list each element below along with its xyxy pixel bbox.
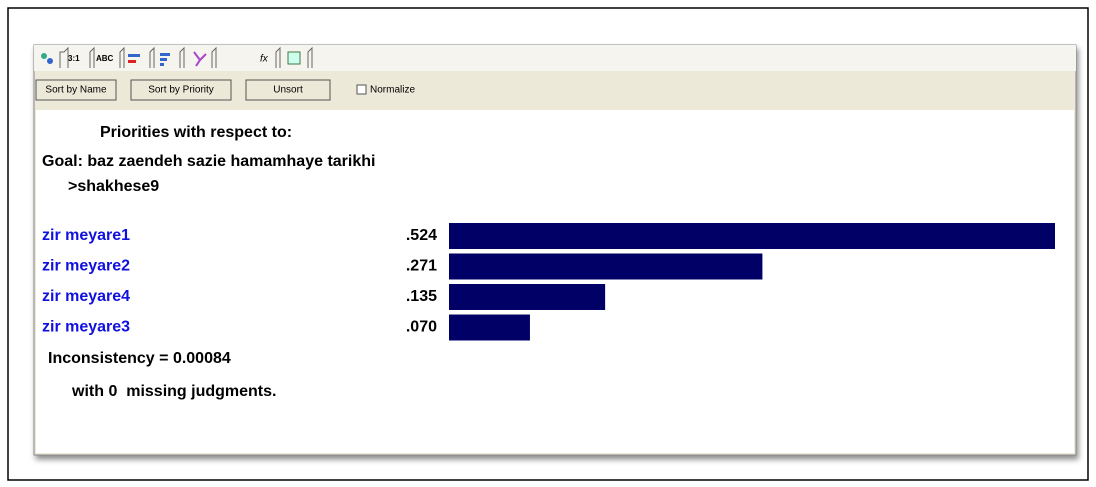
value-label: .271: [406, 258, 437, 275]
button-label: Unsort: [273, 85, 303, 96]
inconsistency: Inconsistency = 0.00084: [48, 350, 231, 367]
category-label: zir meyare3: [42, 319, 130, 336]
tab-icon: [47, 58, 53, 64]
tab-bar: [34, 45, 1076, 71]
tab-icon: [160, 58, 167, 61]
tabs: [59, 46, 313, 68]
tab-edge: [149, 46, 155, 68]
button-label: Sort by Priority: [148, 85, 214, 96]
tab-edge: [211, 46, 217, 68]
bar: [449, 314, 530, 341]
bar: [449, 223, 1056, 249]
tab[interactable]: 3:1: [68, 54, 80, 63]
value-label: .070: [406, 319, 437, 336]
content: [36, 110, 1074, 453]
tab-edge: [179, 46, 185, 68]
button[interactable]: [130, 79, 232, 101]
bar: [449, 253, 763, 280]
node: >shakhese9: [68, 178, 159, 195]
value-label: .524: [406, 227, 437, 244]
tab-icon: [41, 53, 47, 59]
tab[interactable]: ABC: [96, 54, 114, 63]
tab-icon: [287, 51, 301, 65]
button[interactable]: [245, 79, 331, 101]
category-label: zir meyare1: [42, 227, 130, 244]
tab-icon: [193, 51, 207, 67]
goal: Goal: baz zaendeh sazie hamamhaye tarikh…: [42, 153, 375, 170]
tab-icon: [128, 60, 136, 63]
bar: [449, 284, 606, 310]
missing: with 0 missing judgments.: [71, 383, 276, 400]
button[interactable]: [35, 79, 117, 101]
checkbox[interactable]: [356, 84, 367, 95]
button-row: Sort by Name Sort by Priority Unsort Nor…: [35, 79, 415, 101]
category-label: zir meyare2: [42, 258, 130, 275]
value-label: .135: [406, 288, 437, 305]
priority-chart: zir meyare1 .524 zir meyare2 .271 zir meyare…: [42, 223, 1056, 341]
button-label: Sort by Name: [45, 85, 107, 96]
header-title: Priorities with respect to:: [100, 124, 292, 141]
tab-icon: [128, 54, 140, 57]
tab-edge: [307, 46, 313, 68]
tab-edge: [119, 46, 125, 68]
tab-edge: [89, 46, 95, 68]
category-label: zir meyare4: [42, 288, 130, 305]
tab-edge: [275, 46, 281, 68]
tab-edge: [59, 46, 69, 68]
checkbox-label: Normalize: [370, 85, 415, 96]
tab-icon: [160, 53, 170, 56]
tab-icon: fx: [260, 54, 269, 65]
tab-icon: [160, 63, 164, 66]
